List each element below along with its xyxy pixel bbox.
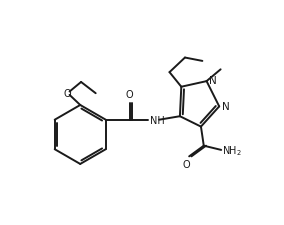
Text: O: O [64,89,71,99]
Text: N: N [209,76,217,86]
Text: N: N [222,102,229,112]
Text: O: O [126,90,133,100]
Text: NH$_2$: NH$_2$ [222,143,242,157]
Text: NH: NH [150,115,165,125]
Text: O: O [183,160,190,169]
